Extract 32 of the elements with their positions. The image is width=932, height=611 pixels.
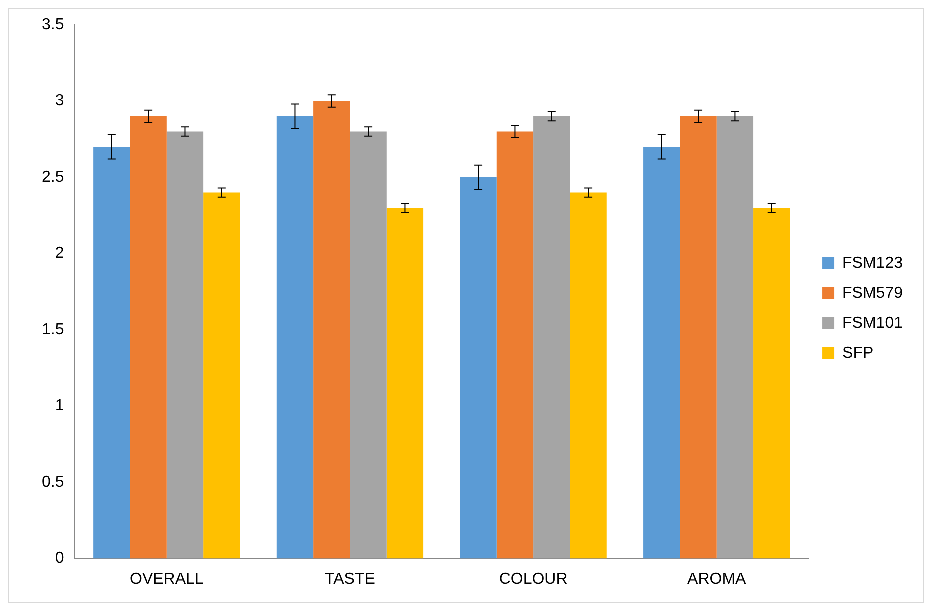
y-tick-label: 0.5 [42, 474, 64, 491]
bar [754, 208, 790, 559]
y-tick-label: 3 [55, 92, 64, 110]
y-tick-label: 0 [55, 550, 64, 568]
bar [130, 116, 167, 559]
bar [386, 208, 424, 559]
bar [570, 192, 607, 559]
bar [496, 132, 534, 559]
legend-label: FSM101 [842, 314, 904, 332]
bar [680, 116, 717, 559]
bar [276, 116, 314, 559]
y-tick-label: 2.5 [42, 168, 64, 186]
y-tick-label: 2 [55, 245, 64, 262]
legend-label: FSM579 [842, 284, 904, 302]
x-tick-label: OVERALL [130, 570, 204, 588]
bar [94, 147, 130, 559]
legend-label: FSM123 [842, 254, 904, 272]
legend-label: SFP [842, 344, 874, 362]
bar [716, 116, 754, 559]
bar [460, 178, 497, 559]
x-tick-label: COLOUR [499, 570, 568, 588]
bar [314, 101, 350, 559]
x-tick-label: AROMA [688, 570, 747, 588]
bar [204, 192, 240, 559]
bar [350, 132, 387, 559]
x-tick-label: TASTE [325, 570, 376, 588]
bar [166, 132, 204, 559]
y-tick-label: 1 [55, 398, 64, 415]
bar [534, 116, 570, 559]
y-tick-label: 3.5 [42, 16, 64, 34]
y-tick-label: 1.5 [42, 321, 64, 338]
bar [644, 147, 680, 559]
